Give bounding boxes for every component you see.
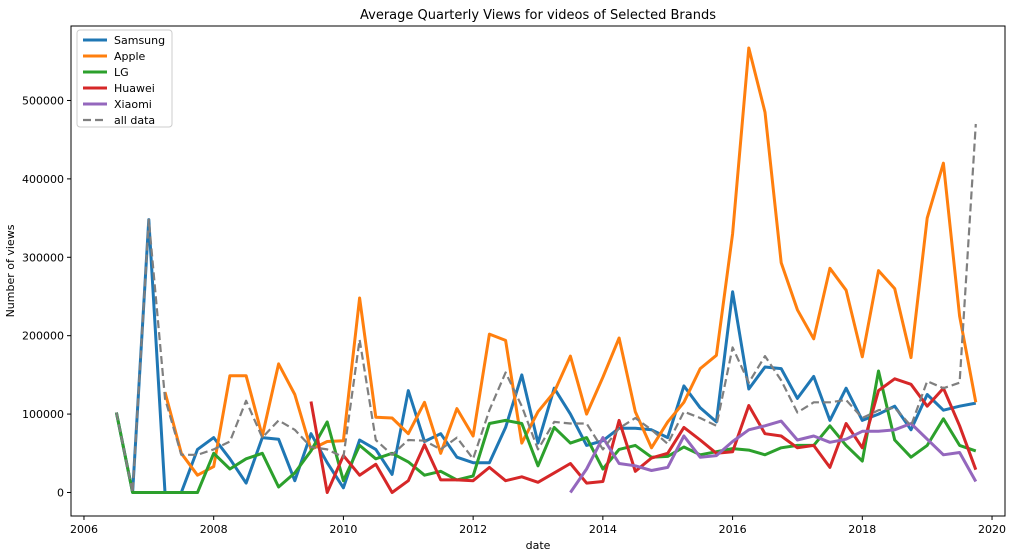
x-tick-label: 2006 bbox=[70, 523, 98, 536]
legend: Samsung Apple LG Huawei Xiaomi all data bbox=[76, 29, 173, 128]
y-tick-label: 0 bbox=[57, 486, 64, 499]
x-tick-label: 2014 bbox=[589, 523, 617, 536]
y-axis-ticks: 0 100000 200000 300000 400000 500000 bbox=[22, 94, 71, 499]
legend-label-all-data: all data bbox=[114, 114, 155, 127]
series-line-xiaomi bbox=[569, 419, 978, 494]
y-tick-label: 100000 bbox=[22, 408, 64, 421]
y-tick-label: 400000 bbox=[22, 173, 64, 186]
x-axis-title: date bbox=[526, 539, 551, 552]
legend-label-lg: LG bbox=[114, 66, 129, 79]
plot-area-frame bbox=[70, 25, 1006, 517]
x-tick-label: 2018 bbox=[848, 523, 876, 536]
x-tick-label: 2020 bbox=[978, 523, 1006, 536]
chart-title: Average Quarterly Views for videos of Se… bbox=[360, 8, 716, 23]
x-tick-label: 2012 bbox=[459, 523, 487, 536]
x-tick-label: 2010 bbox=[329, 523, 357, 536]
series-line-apple bbox=[163, 46, 978, 477]
legend-label-samsung: Samsung bbox=[114, 34, 165, 47]
y-tick-label: 300000 bbox=[22, 251, 64, 264]
series-lines bbox=[114, 46, 978, 494]
series-line-huawei bbox=[309, 377, 978, 494]
series-line-lg bbox=[114, 369, 977, 494]
x-axis-ticks: 2006 2008 2010 2012 2014 2016 2018 2020 bbox=[70, 516, 1006, 536]
legend-label-huawei: Huawei bbox=[114, 82, 155, 95]
y-tick-label: 500000 bbox=[22, 94, 64, 107]
x-tick-label: 2008 bbox=[200, 523, 228, 536]
y-tick-label: 200000 bbox=[22, 330, 64, 343]
legend-label-apple: Apple bbox=[114, 50, 146, 63]
x-tick-label: 2016 bbox=[719, 523, 747, 536]
legend-label-xiaomi: Xiaomi bbox=[114, 98, 152, 111]
series-line-all-data bbox=[115, 123, 977, 494]
y-axis-title: Number of views bbox=[4, 224, 17, 317]
series-line-samsung bbox=[114, 218, 977, 494]
